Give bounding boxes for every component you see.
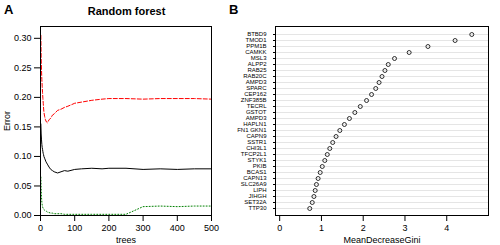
- html-text:A: A: [4, 2, 14, 17]
- html-text:B: B: [229, 2, 239, 17]
- svg-text:CAMKK: CAMKK: [245, 49, 266, 55]
- svg-text:FN1 GKN1: FN1 GKN1: [237, 127, 267, 133]
- svg-text:0: 0: [38, 223, 43, 233]
- svg-text:0.20: 0.20: [14, 92, 32, 102]
- svg-text:300: 300: [136, 223, 151, 233]
- svg-text:SET32A: SET32A: [244, 199, 266, 205]
- svg-text:200: 200: [101, 223, 116, 233]
- svg-text:JIHGH: JIHGH: [249, 193, 267, 199]
- svg-text:MeanDecreaseGini: MeanDecreaseGini: [343, 235, 420, 245]
- svg-text:trees: trees: [116, 235, 137, 245]
- svg-text:RAB25: RAB25: [247, 67, 267, 73]
- svg-text:BTBD9: BTBD9: [247, 31, 267, 37]
- svg-text:CAPN9: CAPN9: [246, 133, 267, 139]
- svg-text:4: 4: [444, 223, 449, 233]
- svg-text:3: 3: [402, 223, 407, 233]
- svg-text:100: 100: [67, 223, 82, 233]
- html-text:Random forest: Random forest: [87, 5, 166, 17]
- svg-text:AMPD3: AMPD3: [246, 79, 267, 85]
- svg-text:MSL3: MSL3: [251, 55, 267, 61]
- svg-text:CHI3L1: CHI3L1: [246, 145, 267, 151]
- svg-text:STYK1: STYK1: [247, 157, 267, 163]
- svg-text:0.30: 0.30: [14, 33, 32, 43]
- svg-text:400: 400: [170, 223, 185, 233]
- svg-text:BCAS1: BCAS1: [247, 169, 267, 175]
- svg-text:1: 1: [319, 223, 324, 233]
- svg-text:SSTR1: SSTR1: [247, 139, 267, 145]
- svg-text:HAPLN1: HAPLN1: [243, 121, 267, 127]
- svg-text:0.05: 0.05: [14, 181, 32, 191]
- svg-text:CAPN13: CAPN13: [243, 175, 267, 181]
- svg-text:TTP30: TTP30: [248, 205, 267, 211]
- svg-text:500: 500: [204, 223, 219, 233]
- svg-text:TECRL: TECRL: [247, 103, 267, 109]
- svg-text:SPARC: SPARC: [246, 85, 267, 91]
- svg-text:Error: Error: [2, 111, 12, 131]
- svg-text:GSTOT: GSTOT: [246, 109, 267, 115]
- svg-text:ZNF385B: ZNF385B: [241, 97, 267, 103]
- svg-text:0: 0: [277, 223, 282, 233]
- svg-text:AMPD3: AMPD3: [246, 115, 267, 121]
- svg-text:0.25: 0.25: [14, 63, 32, 73]
- svg-text:0.10: 0.10: [14, 151, 32, 161]
- svg-text:PKIB: PKIB: [253, 163, 267, 169]
- svg-text:2: 2: [361, 223, 366, 233]
- svg-text:TMOD1: TMOD1: [246, 37, 268, 43]
- svg-text:PPM1B: PPM1B: [246, 43, 266, 49]
- svg-text:SLC26A9: SLC26A9: [241, 181, 267, 187]
- svg-text:CEP162: CEP162: [244, 91, 267, 97]
- svg-text:TFCP2L1: TFCP2L1: [241, 151, 267, 157]
- svg-text:0.15: 0.15: [14, 122, 32, 132]
- svg-text:0.00: 0.00: [14, 210, 32, 220]
- svg-text:LIPH: LIPH: [253, 187, 266, 193]
- svg-text:RAB20C: RAB20C: [243, 73, 267, 79]
- svg-text:ALPP2: ALPP2: [248, 61, 267, 67]
